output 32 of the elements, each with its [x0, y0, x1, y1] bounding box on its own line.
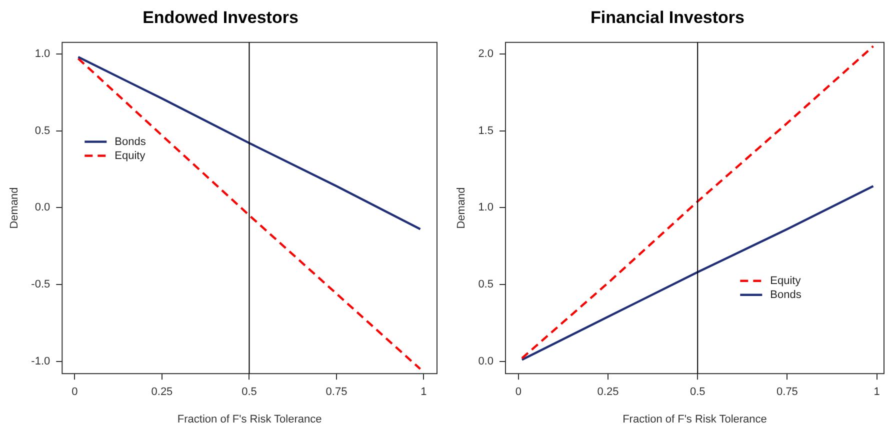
- x-tick-label: 0: [72, 386, 78, 398]
- y-tick-label: 1.0: [34, 48, 50, 60]
- y-tick-label: 1.5: [478, 124, 494, 137]
- y-axis-title: Demand: [8, 187, 21, 229]
- legend-label: Bonds: [770, 288, 802, 301]
- x-tick-label: 0.25: [597, 386, 619, 398]
- legend-label: Bonds: [114, 136, 146, 148]
- x-axis-title: Fraction of F's Risk Tolerance: [177, 413, 322, 426]
- y-tick-label: 0.0: [478, 355, 494, 368]
- x-tick-label: 0.75: [776, 386, 798, 398]
- line-series: [520, 45, 874, 360]
- y-tick-label: -0.5: [31, 278, 50, 290]
- line-series: [77, 57, 422, 370]
- x-tick-label: 0.25: [151, 386, 173, 398]
- chart-title: Financial Investors: [590, 8, 744, 27]
- y-tick-label: 2.0: [478, 48, 494, 60]
- x-tick-label: 0.75: [326, 386, 348, 398]
- y-tick-label: 0.0: [34, 202, 50, 214]
- chart-title: Endowed Investors: [142, 8, 298, 27]
- x-tick-label: 1: [420, 386, 427, 398]
- x-tick-label: 0: [515, 386, 522, 398]
- legend-label: Equity: [114, 150, 146, 162]
- y-axis-title: Demand: [456, 187, 468, 229]
- y-tick-label: 0.5: [478, 278, 494, 290]
- legend-label: Equity: [770, 274, 802, 287]
- y-tick-label: 0.5: [34, 124, 50, 137]
- x-tick-label: 0.5: [242, 386, 257, 398]
- y-tick-label: -1.0: [31, 355, 50, 368]
- y-tick-label: 1.0: [478, 202, 494, 214]
- x-tick-label: 0.5: [690, 386, 706, 398]
- x-tick-label: 1: [874, 386, 880, 398]
- x-axis-title: Fraction of F's Risk Tolerance: [622, 413, 767, 426]
